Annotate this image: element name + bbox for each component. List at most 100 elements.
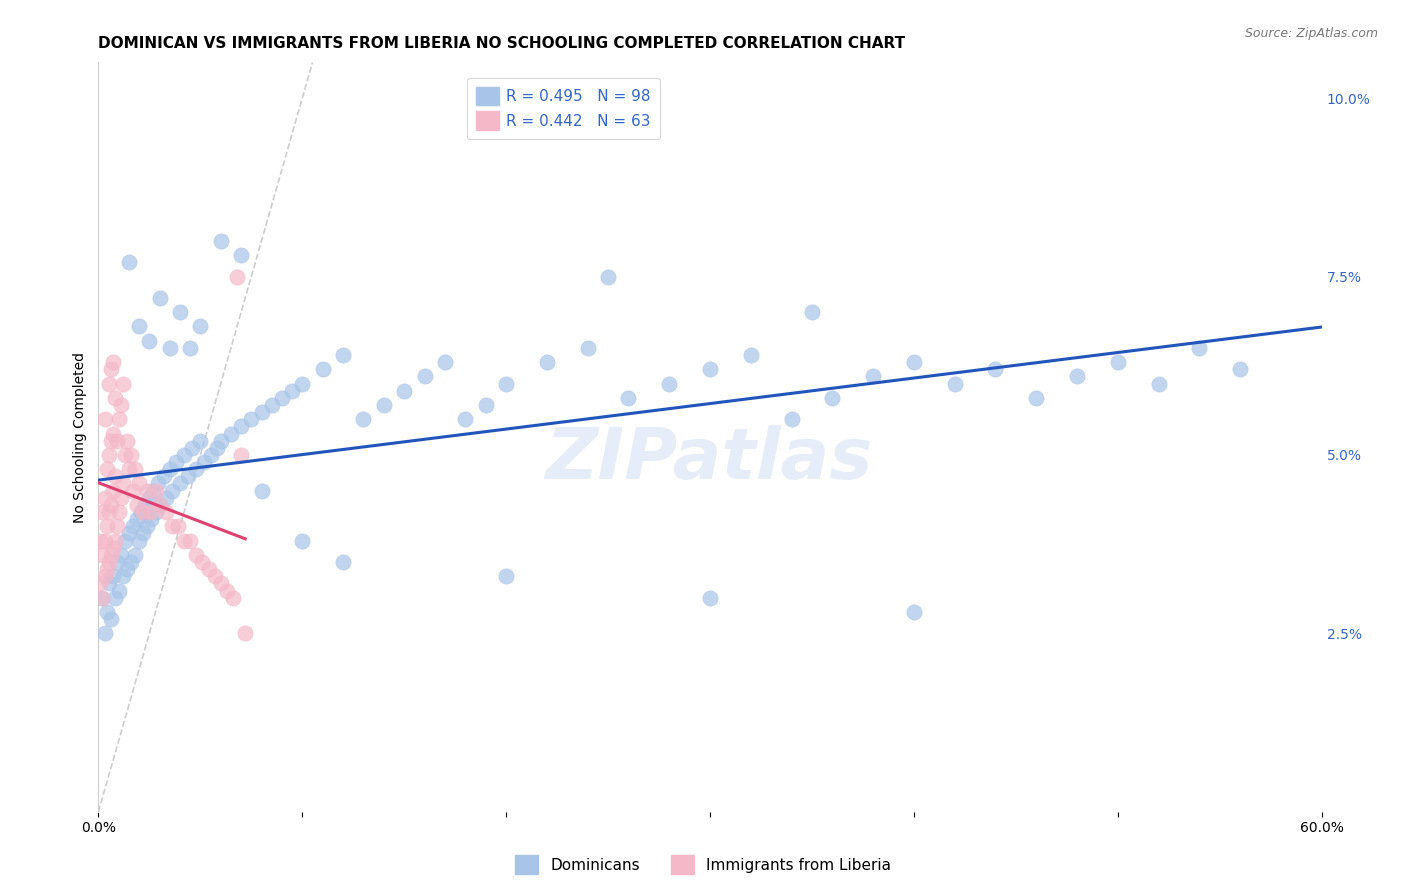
Point xyxy=(101,355,124,369)
Point xyxy=(129,505,152,519)
Point xyxy=(145,483,167,498)
Point xyxy=(1147,376,1170,391)
Point xyxy=(159,341,181,355)
Point xyxy=(100,362,122,376)
Point xyxy=(122,519,145,533)
Point xyxy=(226,269,249,284)
Point xyxy=(93,569,115,583)
Point xyxy=(93,533,115,548)
Point xyxy=(474,398,498,412)
Point xyxy=(115,434,138,448)
Point xyxy=(127,512,149,526)
Point xyxy=(231,448,253,462)
Point xyxy=(91,591,114,605)
Point xyxy=(1025,391,1047,405)
Point xyxy=(142,483,165,498)
Point xyxy=(205,441,228,455)
Point xyxy=(108,505,131,519)
Point xyxy=(209,234,232,248)
Point xyxy=(186,462,208,476)
Point xyxy=(250,483,273,498)
Point xyxy=(193,455,215,469)
Point xyxy=(821,391,844,405)
Point xyxy=(100,434,122,448)
Point xyxy=(120,448,142,462)
Point xyxy=(89,576,111,591)
Point xyxy=(173,448,195,462)
Point xyxy=(124,462,146,476)
Legend: R = 0.495   N = 98, R = 0.442   N = 63: R = 0.495 N = 98, R = 0.442 N = 63 xyxy=(467,78,659,139)
Point xyxy=(96,519,118,533)
Point xyxy=(1188,341,1211,355)
Point xyxy=(155,505,177,519)
Point xyxy=(181,441,204,455)
Point xyxy=(1107,355,1129,369)
Point xyxy=(114,533,136,548)
Point xyxy=(1066,369,1088,384)
Point xyxy=(188,319,212,334)
Point xyxy=(105,519,128,533)
Point xyxy=(598,269,620,284)
Point xyxy=(118,526,141,541)
Point xyxy=(413,369,436,384)
Point xyxy=(291,533,314,548)
Point xyxy=(110,398,132,412)
Point xyxy=(903,605,925,619)
Point xyxy=(392,384,416,398)
Point xyxy=(186,548,208,562)
Point xyxy=(96,462,118,476)
Point xyxy=(222,591,245,605)
Point xyxy=(138,491,160,505)
Point xyxy=(104,591,127,605)
Point xyxy=(101,541,124,555)
Text: DOMINICAN VS IMMIGRANTS FROM LIBERIA NO SCHOOLING COMPLETED CORRELATION CHART: DOMINICAN VS IMMIGRANTS FROM LIBERIA NO … xyxy=(98,36,905,51)
Point xyxy=(699,591,721,605)
Point xyxy=(943,376,966,391)
Point xyxy=(209,576,232,591)
Point xyxy=(215,583,238,598)
Point xyxy=(97,576,120,591)
Point xyxy=(780,412,803,426)
Point xyxy=(146,476,169,491)
Point xyxy=(576,341,599,355)
Point xyxy=(160,519,183,533)
Legend: Dominicans, Immigrants from Liberia: Dominicans, Immigrants from Liberia xyxy=(509,849,897,880)
Point xyxy=(984,362,1007,376)
Point xyxy=(699,362,721,376)
Point xyxy=(91,591,114,605)
Point xyxy=(179,341,201,355)
Point xyxy=(536,355,558,369)
Point xyxy=(250,405,273,419)
Point xyxy=(160,483,183,498)
Point xyxy=(136,519,159,533)
Point xyxy=(134,498,156,512)
Point xyxy=(132,526,155,541)
Point xyxy=(105,555,128,569)
Point xyxy=(93,412,115,426)
Point xyxy=(149,498,172,512)
Point xyxy=(120,555,142,569)
Point xyxy=(169,476,191,491)
Point xyxy=(104,533,127,548)
Point xyxy=(219,426,242,441)
Text: Source: ZipAtlas.com: Source: ZipAtlas.com xyxy=(1244,27,1378,40)
Point xyxy=(231,419,253,434)
Point xyxy=(240,412,263,426)
Point xyxy=(204,569,226,583)
Point xyxy=(281,384,304,398)
Point xyxy=(188,434,212,448)
Point xyxy=(658,376,681,391)
Point xyxy=(124,548,146,562)
Point xyxy=(165,455,187,469)
Point xyxy=(91,505,114,519)
Point xyxy=(128,319,150,334)
Point xyxy=(260,398,283,412)
Point xyxy=(122,483,145,498)
Point xyxy=(101,569,124,583)
Point xyxy=(111,476,134,491)
Point xyxy=(152,469,174,483)
Point xyxy=(110,491,132,505)
Point xyxy=(495,376,517,391)
Point xyxy=(373,398,395,412)
Point xyxy=(495,569,517,583)
